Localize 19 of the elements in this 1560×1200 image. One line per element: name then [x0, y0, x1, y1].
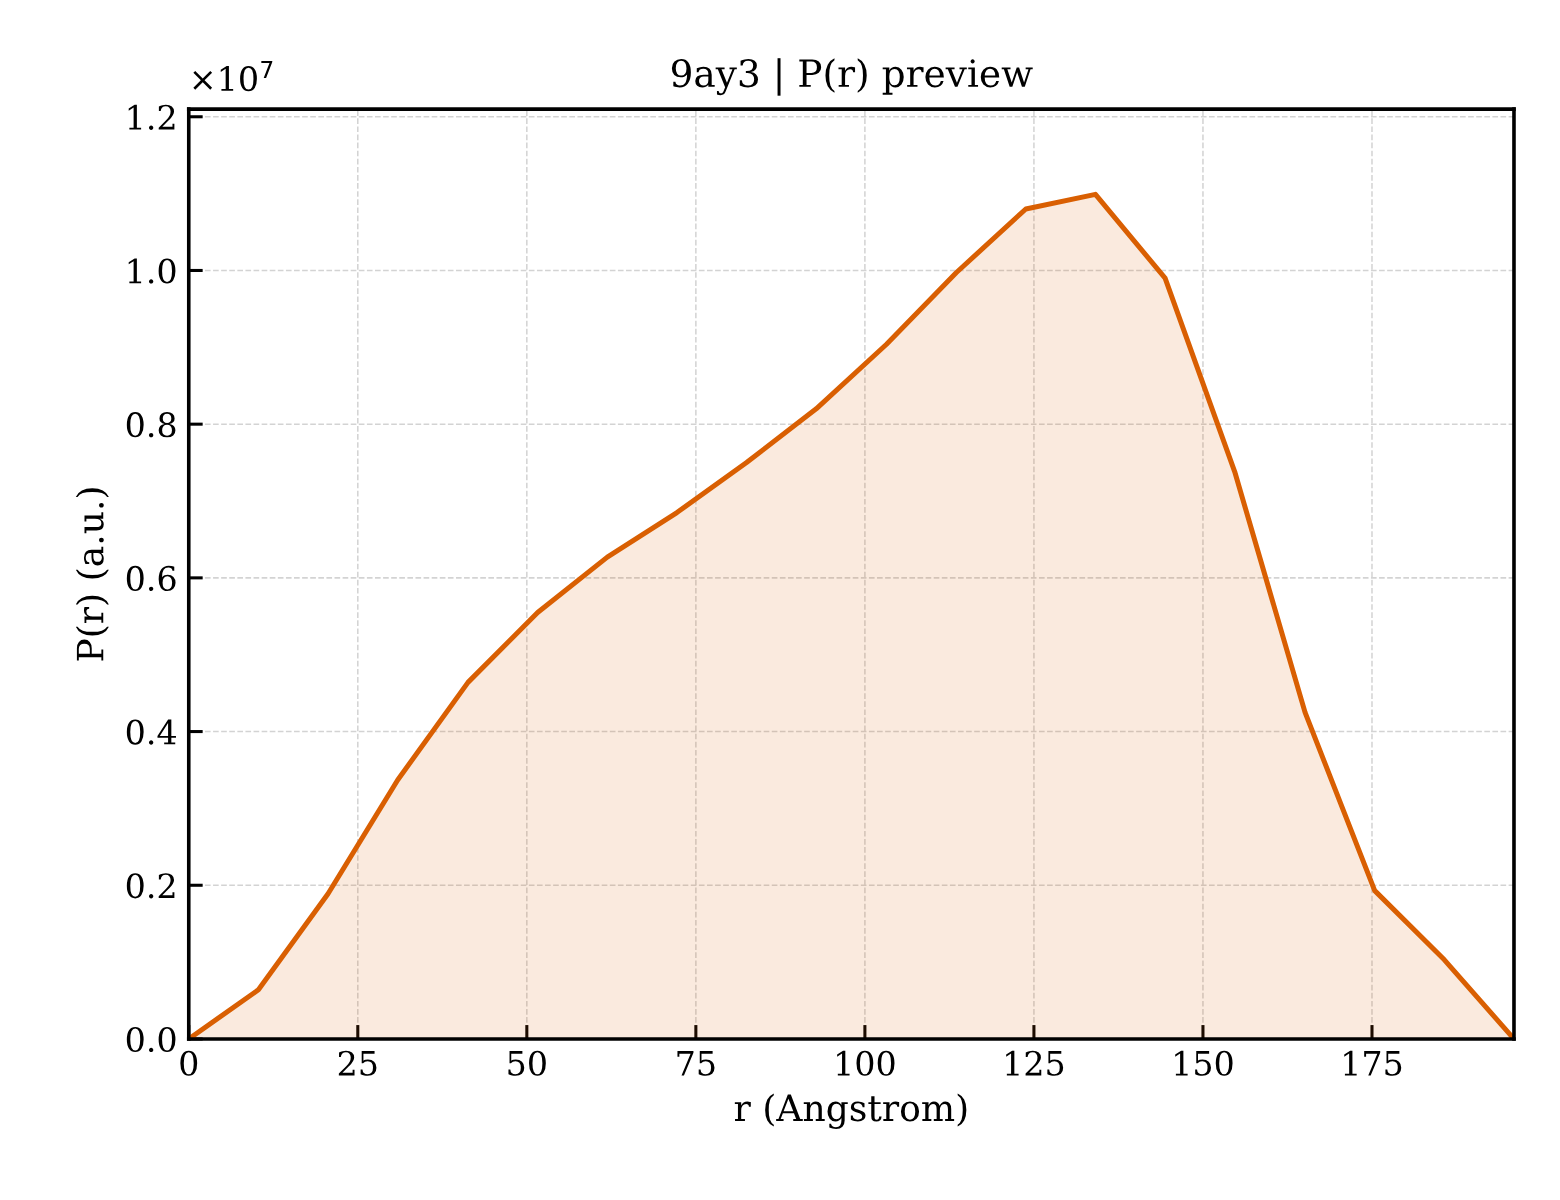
x-tick-label: 50	[508, 1050, 546, 1076]
y-tick-label: 1.0	[128, 258, 176, 284]
y-tick-label: 0.6	[126, 565, 176, 591]
x-tick-label: 175	[1344, 1050, 1402, 1076]
x-tick-label: 75	[677, 1051, 715, 1076]
y-axis-title: P(r) (a.u.)	[75, 488, 109, 661]
text: ×10$^{7}$	[193, 60, 273, 92]
x-tick-label: 150	[1175, 1050, 1233, 1076]
x-tick-label: 100	[837, 1050, 895, 1076]
y-tick-label: 0.0	[126, 1026, 176, 1053]
x-tick-label: 25	[338, 1050, 377, 1076]
y-tick-label: 0.2	[126, 873, 175, 899]
y-tick-label: 0.4	[126, 719, 176, 745]
y-tick-label: 0.8	[126, 412, 176, 438]
y-tick-label: 1.2	[128, 104, 175, 130]
x-axis-title: r (Angstrom)	[734, 1093, 967, 1129]
x-tick-label: 125	[1006, 1050, 1064, 1076]
chart-title: 9ay3 | P(r) preview	[671, 58, 1033, 96]
x-tick-label: 0	[180, 1050, 198, 1076]
